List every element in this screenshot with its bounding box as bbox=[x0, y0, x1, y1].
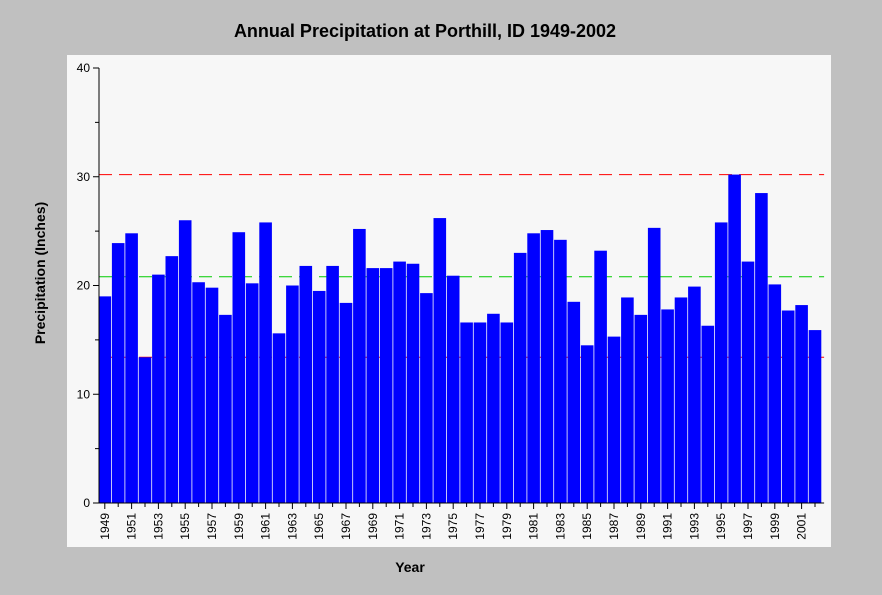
bar bbox=[219, 314, 232, 503]
x-tick-label: 1963 bbox=[285, 513, 299, 540]
x-tick-label: 1965 bbox=[312, 513, 326, 540]
x-tick-label: 1985 bbox=[580, 513, 594, 540]
bar bbox=[755, 193, 768, 503]
bar bbox=[326, 265, 339, 503]
x-tick-label: 1997 bbox=[741, 513, 755, 540]
bar bbox=[232, 232, 246, 503]
bar bbox=[647, 227, 661, 504]
bar bbox=[795, 305, 808, 503]
bar bbox=[98, 296, 112, 503]
bar bbox=[554, 239, 567, 503]
bar bbox=[353, 228, 366, 503]
x-tick-label: 1983 bbox=[553, 513, 567, 540]
bar bbox=[366, 268, 380, 503]
bar bbox=[406, 263, 420, 503]
bar bbox=[299, 265, 313, 503]
bar bbox=[513, 252, 527, 503]
x-tick-label: 1953 bbox=[151, 513, 165, 540]
bar bbox=[781, 310, 795, 503]
bar bbox=[245, 283, 259, 503]
y-ticks: 0 10 20 30 40 bbox=[77, 61, 99, 510]
bar bbox=[312, 290, 326, 503]
bar bbox=[621, 297, 634, 503]
x-tick-label: 1975 bbox=[446, 513, 460, 540]
bars bbox=[98, 174, 822, 504]
x-tick-label: 1981 bbox=[527, 513, 541, 540]
bar bbox=[487, 313, 500, 503]
bar bbox=[500, 322, 514, 503]
x-tick-label: 1979 bbox=[500, 513, 514, 540]
bar bbox=[808, 330, 822, 503]
bar bbox=[580, 345, 594, 503]
bar bbox=[634, 314, 648, 503]
bar bbox=[607, 336, 621, 503]
x-tick-label: 2001 bbox=[795, 513, 809, 540]
bar bbox=[567, 301, 581, 503]
bar bbox=[111, 243, 125, 503]
y-tick-label: 30 bbox=[77, 170, 91, 184]
bar bbox=[714, 222, 728, 504]
bar bbox=[728, 174, 741, 503]
bar bbox=[152, 274, 165, 503]
x-ticks: 1949 1951 1953 1955 1957 1959 1961 1963 1965 1967… bbox=[98, 503, 816, 540]
bar bbox=[420, 293, 433, 503]
y-tick-label: 0 bbox=[83, 496, 90, 510]
bar bbox=[594, 250, 607, 503]
bar bbox=[205, 287, 219, 503]
bar bbox=[138, 357, 152, 503]
x-tick-label: 1955 bbox=[178, 513, 192, 540]
y-tick-label: 40 bbox=[77, 61, 91, 75]
bar bbox=[178, 220, 192, 503]
y-axis-label: Precipitation (Inches) bbox=[32, 202, 48, 344]
bar bbox=[540, 230, 554, 503]
bar bbox=[125, 233, 138, 504]
bar bbox=[768, 284, 782, 503]
x-tick-label: 1999 bbox=[768, 513, 782, 540]
x-tick-label: 1967 bbox=[339, 513, 353, 540]
x-tick-label: 1993 bbox=[687, 513, 701, 540]
bar bbox=[674, 297, 688, 503]
bar bbox=[473, 322, 487, 503]
x-tick-label: 1949 bbox=[98, 513, 112, 540]
bar bbox=[259, 222, 272, 504]
bar bbox=[446, 275, 460, 503]
bar bbox=[741, 261, 755, 503]
y-tick-label: 10 bbox=[77, 387, 91, 401]
bar bbox=[460, 322, 473, 503]
x-axis-label: Year bbox=[395, 559, 425, 575]
bar bbox=[688, 286, 701, 503]
bar bbox=[339, 302, 353, 503]
bar bbox=[272, 333, 286, 503]
bar bbox=[701, 325, 715, 503]
x-tick-label: 1991 bbox=[661, 513, 675, 540]
x-tick-label: 1969 bbox=[366, 513, 380, 540]
x-tick-label: 1951 bbox=[125, 513, 139, 540]
bar bbox=[379, 268, 393, 503]
bar bbox=[527, 233, 540, 504]
x-tick-label: 1959 bbox=[232, 513, 246, 540]
bar bbox=[165, 256, 179, 503]
x-tick-label: 1957 bbox=[205, 513, 219, 540]
x-tick-label: 1971 bbox=[393, 513, 407, 540]
x-tick-label: 1987 bbox=[607, 513, 621, 540]
bar bbox=[661, 309, 674, 503]
bar bbox=[286, 285, 299, 503]
x-tick-label: 1977 bbox=[473, 513, 487, 540]
chart-title: Annual Precipitation at Porthill, ID 194… bbox=[234, 21, 616, 41]
bar bbox=[433, 218, 447, 503]
x-tick-label: 1995 bbox=[714, 513, 728, 540]
y-tick-label: 20 bbox=[77, 279, 91, 293]
bar bbox=[393, 261, 406, 503]
bar bbox=[192, 282, 205, 503]
x-tick-label: 1973 bbox=[419, 513, 433, 540]
x-tick-label: 1989 bbox=[634, 513, 648, 540]
x-tick-label: 1961 bbox=[259, 513, 273, 540]
